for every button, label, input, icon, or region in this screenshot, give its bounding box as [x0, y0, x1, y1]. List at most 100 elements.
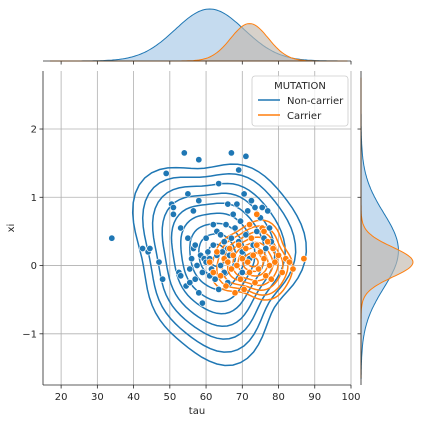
x-axis-label: tau	[189, 406, 205, 417]
x-tick-label: 70	[236, 392, 249, 403]
y-tick-label: 2	[31, 125, 37, 136]
carrier-point	[256, 248, 264, 256]
carrier-point	[242, 245, 250, 253]
non-carrier-point	[217, 231, 225, 239]
non-carrier-point	[231, 224, 239, 232]
non-carrier-point	[233, 200, 241, 208]
carrier-point	[224, 258, 232, 266]
non-carrier-point	[220, 238, 228, 246]
carrier-point	[274, 251, 282, 259]
non-carrier-point	[238, 268, 246, 276]
non-carrier-point	[237, 217, 245, 225]
y-tick-label: 0	[31, 261, 37, 272]
non-carrier-point	[184, 234, 192, 242]
non-carrier-point	[139, 245, 147, 253]
non-carrier-point	[198, 268, 206, 276]
legend-label-non-carrier: Non-carrier	[287, 96, 344, 107]
non-carrier-point	[264, 207, 272, 215]
non-carrier-point	[177, 224, 185, 232]
carrier-point	[262, 272, 270, 280]
carrier-point	[289, 265, 297, 273]
carrier-point	[285, 258, 293, 266]
non-carrier-point	[169, 210, 177, 218]
carrier-point	[206, 258, 214, 266]
carrier-point	[244, 258, 252, 266]
carrier-point	[233, 261, 241, 269]
non-carrier-point	[242, 152, 250, 160]
non-carrier-point	[244, 207, 252, 215]
carrier-point	[229, 251, 237, 259]
carrier-point	[217, 272, 225, 280]
x-tick-label: 20	[55, 392, 68, 403]
carrier-point	[238, 255, 246, 263]
carrier-point	[267, 275, 275, 283]
carrier-point	[265, 261, 273, 269]
joint-plot: 20 30 40 50 60 70 80 90 100 −1 0 1 2 tau xi MUTATION…	[6, 71, 361, 417]
carrier-contour	[216, 225, 289, 296]
non-carrier-point	[186, 265, 194, 273]
carrier-point	[249, 251, 257, 259]
legend-label-carrier: Carrier	[287, 111, 322, 122]
non-carrier-point	[195, 197, 203, 205]
x-tick-label: 40	[127, 392, 140, 403]
non-carrier-point	[209, 241, 217, 249]
non-carrier-point	[224, 200, 232, 208]
scatter-points	[108, 149, 308, 307]
non-carrier-point	[108, 234, 116, 242]
non-carrier-point	[227, 234, 235, 242]
non-carrier-point	[195, 289, 203, 297]
non-carrier-point	[198, 299, 206, 307]
non-carrier-point	[251, 204, 259, 212]
non-carrier-point	[217, 261, 225, 269]
x-tick-label: 30	[91, 392, 104, 403]
carrier-point	[260, 227, 268, 235]
carrier-point	[231, 289, 239, 297]
non-carrier-point	[195, 156, 203, 164]
non-carrier-point	[229, 210, 237, 218]
carrier-point	[247, 234, 255, 242]
non-carrier-point	[253, 227, 261, 235]
carrier-point	[269, 245, 277, 253]
legend-title: MUTATION	[274, 81, 326, 92]
non-carrier-point	[265, 224, 273, 232]
non-carrier-point	[247, 197, 255, 205]
non-carrier-point	[146, 245, 154, 253]
non-carrier-point	[215, 285, 223, 293]
non-carrier-point	[211, 275, 219, 283]
carrier-point	[227, 265, 235, 273]
carrier-point	[209, 268, 217, 276]
y-axis-label: xi	[6, 224, 17, 233]
carrier-point	[253, 241, 261, 249]
non-carrier-point	[189, 207, 197, 215]
carrier-point	[278, 268, 286, 276]
legend-frame	[251, 75, 349, 127]
non-carrier-point	[235, 166, 243, 174]
carrier-point	[264, 238, 272, 246]
carrier-point	[222, 282, 230, 290]
non-carrier-point	[227, 149, 235, 157]
x-tick-label: 50	[163, 392, 176, 403]
non-carrier-contour	[189, 222, 246, 291]
carrier-point	[246, 221, 254, 229]
non-carrier-point	[169, 204, 177, 212]
non-carrier-contour	[151, 182, 286, 340]
carrier-point	[235, 241, 243, 249]
non-carrier-point	[191, 275, 199, 283]
non-carrier-point	[258, 204, 266, 212]
carrier-point	[246, 268, 254, 276]
carrier-point	[271, 258, 279, 266]
x-tick-label: 60	[200, 392, 213, 403]
y-tick-label: 1	[31, 193, 37, 204]
non-carrier-point	[193, 261, 201, 269]
carrier-contour	[232, 241, 274, 282]
non-carrier-point	[240, 190, 248, 198]
non-carrier-point	[262, 245, 270, 253]
non-carrier-point	[188, 255, 196, 263]
non-carrier-point	[204, 248, 212, 256]
carrier-point	[226, 245, 234, 253]
carrier-point	[237, 275, 245, 283]
carrier-point	[260, 255, 268, 263]
y-tick-label: −1	[22, 329, 37, 340]
non-carrier-point	[215, 180, 223, 188]
carrier-point	[300, 255, 308, 263]
